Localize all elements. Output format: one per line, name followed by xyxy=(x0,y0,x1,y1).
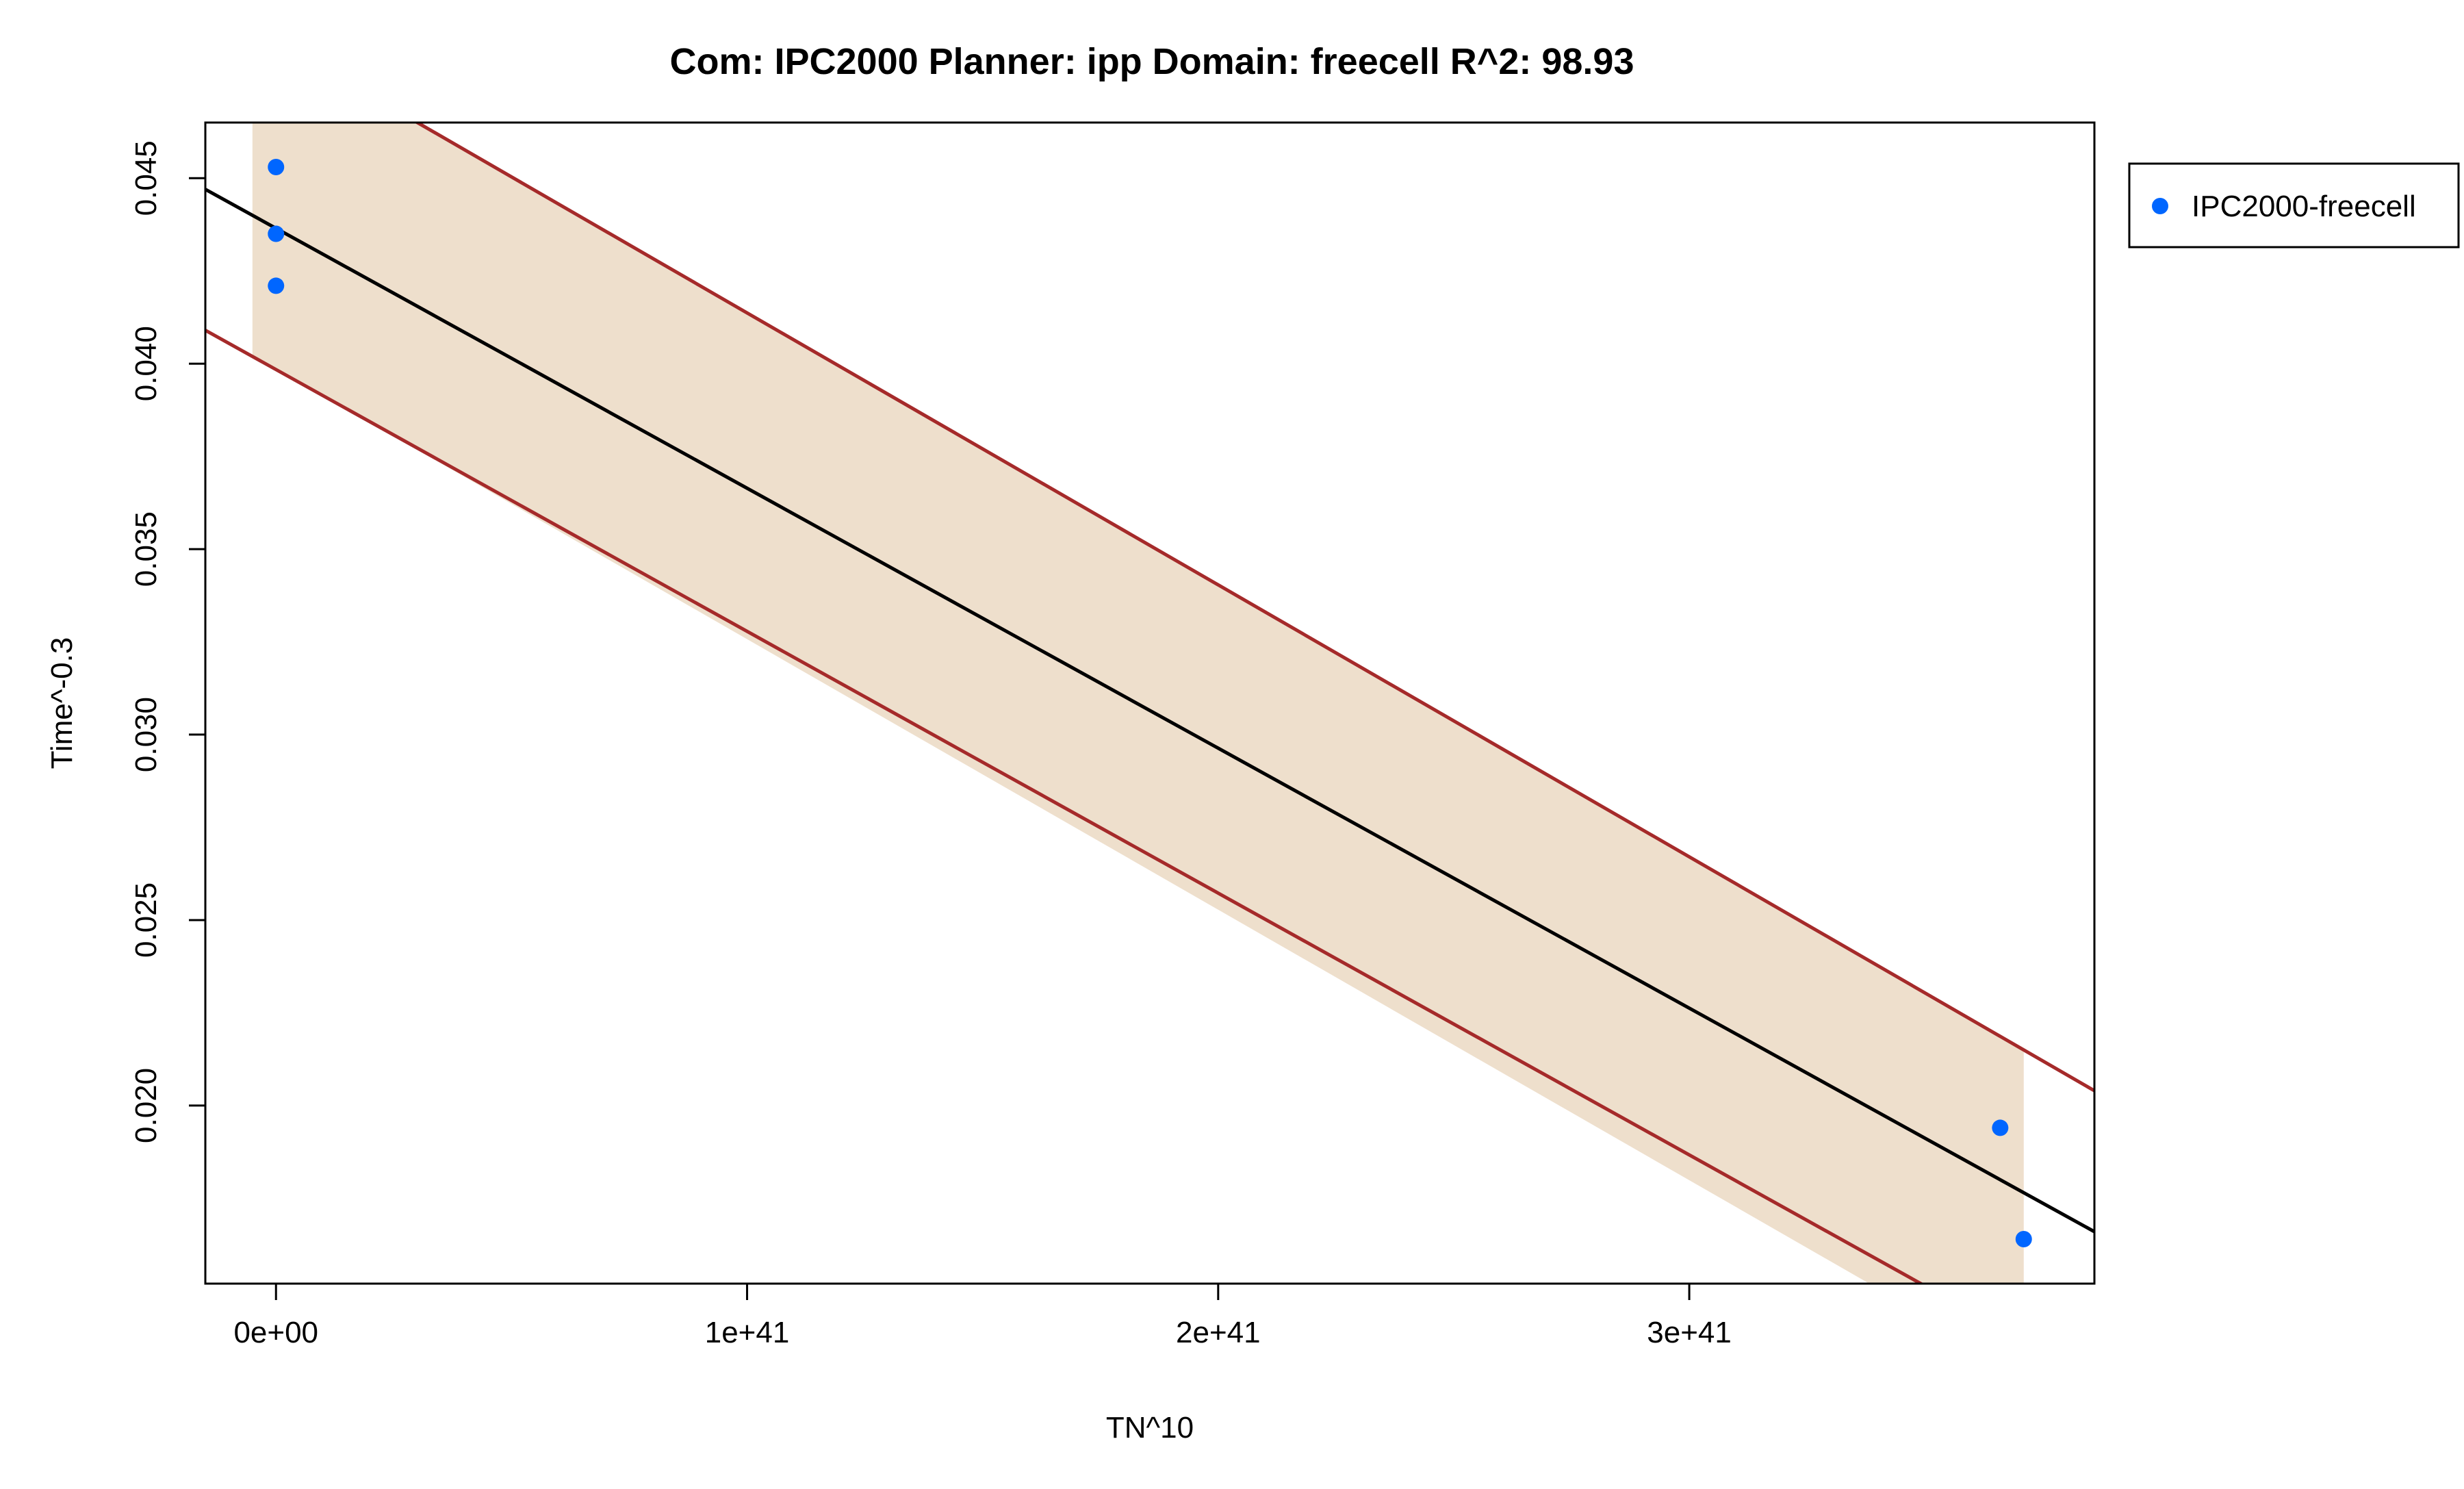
x-tick-label: 2e+41 xyxy=(1176,1316,1261,1349)
y-tick-label: 0.035 xyxy=(129,511,163,587)
y-axis-label: Time^-0.3 xyxy=(45,637,79,769)
fit-line xyxy=(205,188,2094,1234)
y-tick-label: 0.020 xyxy=(129,1068,163,1143)
x-axis: 0e+00 1e+41 2e+41 3e+41 xyxy=(233,1282,1732,1349)
data-point xyxy=(2015,1230,2032,1247)
data-point xyxy=(268,159,285,176)
y-tick-label: 0.040 xyxy=(129,326,163,401)
lower-bound-line xyxy=(205,329,1925,1284)
y-tick-label: 0.025 xyxy=(129,882,163,958)
data-point xyxy=(268,225,285,242)
y-axis: 0.020 0.025 0.030 0.035 0.040 0.045 xyxy=(129,140,207,1143)
data-point xyxy=(1992,1119,2009,1136)
x-tick-label: 0e+00 xyxy=(233,1316,318,1349)
y-tick-label: 0.045 xyxy=(129,140,163,216)
plot-content xyxy=(205,123,2094,1284)
x-tick-label: 3e+41 xyxy=(1647,1316,1732,1349)
legend-box xyxy=(2128,162,2460,249)
legend: IPC2000-freecell xyxy=(2128,162,2460,249)
legend-marker xyxy=(2152,198,2168,214)
upper-bound-line xyxy=(413,123,2094,1093)
confidence-band xyxy=(252,123,2024,1284)
x-tick-label: 1e+41 xyxy=(705,1316,790,1349)
y-tick-label: 0.030 xyxy=(129,697,163,772)
x-axis-label: TN^10 xyxy=(1106,1411,1194,1445)
chart-title: Com: IPC2000 Planner: ipp Domain: freece… xyxy=(670,41,1634,82)
data-point xyxy=(268,277,285,294)
legend-label: IPC2000-freecell xyxy=(2192,190,2416,223)
